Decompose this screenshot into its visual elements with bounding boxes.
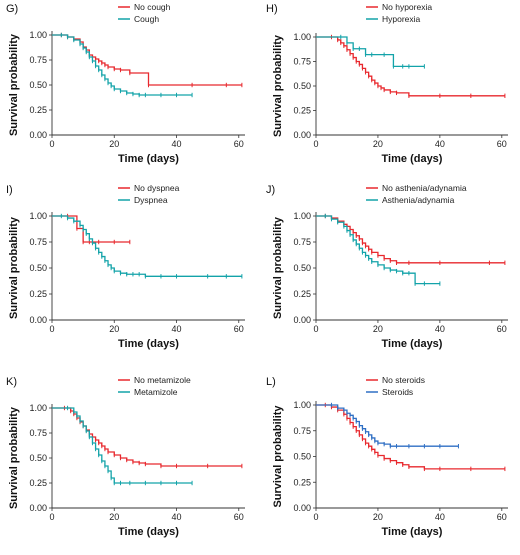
y-tick-label: 0.00	[293, 315, 311, 325]
survival-curve	[52, 407, 193, 484]
x-tick-label: 20	[109, 324, 119, 334]
survival-curve	[316, 36, 425, 68]
y-tick-label: 1.00	[293, 211, 311, 221]
y-tick-label: 0.00	[29, 130, 47, 140]
legend-label: No cough	[134, 2, 171, 12]
panel-l: L) 0.00 0.25 0.50 0.75 1.00 0 20 40 60 Time (days)…	[266, 375, 508, 538]
x-tick-label: 60	[497, 512, 507, 522]
panel-k: K) 0.00 0.25 0.50 0.75 1.00 0 20 40 60 Time (days)…	[6, 375, 245, 538]
survival-curve	[52, 34, 193, 96]
y-tick-label: 0.50	[29, 80, 47, 90]
x-tick-label: 0	[49, 324, 54, 334]
y-tick-label: 1.00	[293, 400, 311, 410]
x-tick-label: 40	[435, 512, 445, 522]
x-tick-label: 60	[234, 324, 244, 334]
y-tick-label: 0.50	[293, 81, 311, 91]
y-tick-label: 0.25	[29, 478, 47, 488]
legend-label: Cough	[134, 14, 159, 24]
x-tick-label: 60	[497, 324, 507, 334]
x-tick-label: 60	[497, 139, 507, 149]
y-tick-label: 1.00	[29, 30, 47, 40]
x-tick-label: 20	[373, 512, 383, 522]
survival-curve	[52, 215, 130, 243]
y-tick-label: 0.75	[293, 426, 311, 436]
x-axis-title: Time (days)	[118, 338, 179, 350]
x-tick-label: 0	[49, 512, 54, 522]
x-tick-label: 0	[313, 324, 318, 334]
survival-curve	[316, 215, 440, 285]
y-tick-label: 0.25	[29, 105, 47, 115]
y-axis-title: Survival probability	[272, 216, 284, 319]
y-tick-label: 0.25	[29, 289, 47, 299]
panel-label: K)	[6, 376, 17, 388]
y-tick-label: 0.00	[293, 130, 311, 140]
x-tick-label: 40	[172, 139, 182, 149]
y-tick-label: 0.75	[29, 55, 47, 65]
y-tick-label: 0.50	[293, 263, 311, 273]
x-tick-label: 20	[109, 139, 119, 149]
legend-label: No dyspnea	[134, 183, 180, 193]
y-tick-label: 0.25	[293, 106, 311, 116]
y-tick-label: 0.75	[29, 237, 47, 247]
y-tick-label: 0.00	[293, 503, 311, 513]
x-tick-label: 20	[373, 139, 383, 149]
legend-label: Metamizole	[134, 387, 178, 397]
x-axis-title: Time (days)	[382, 338, 443, 350]
y-axis-title: Survival probability	[272, 34, 284, 137]
legend-label: No steroids	[382, 375, 425, 385]
legend-label: Asthenia/adynamia	[382, 195, 455, 205]
y-tick-label: 1.00	[29, 403, 47, 413]
x-tick-label: 0	[313, 139, 318, 149]
x-tick-label: 20	[373, 324, 383, 334]
legend-label: Dyspnea	[134, 195, 168, 205]
legend-label: No metamizole	[134, 375, 191, 385]
y-axis-title: Survival probability	[8, 406, 20, 509]
y-tick-label: 0.25	[293, 289, 311, 299]
legend-label: Steroids	[382, 387, 413, 397]
x-axis-title: Time (days)	[382, 153, 443, 165]
x-axis-title: Time (days)	[382, 526, 443, 538]
panel-j: J) 0.00 0.25 0.50 0.75 1.00 0 20 40 60 Time (days)…	[266, 183, 508, 350]
y-axis-title: Survival probability	[8, 216, 20, 319]
panel-label: J)	[266, 184, 275, 196]
x-axis-title: Time (days)	[118, 153, 179, 165]
x-tick-label: 60	[234, 512, 244, 522]
y-tick-label: 0.25	[293, 477, 311, 487]
y-tick-label: 0.50	[29, 263, 47, 273]
y-axis-title: Survival probability	[272, 405, 284, 508]
panel-h: H) 0.00 0.25 0.50 0.75 1.00 0 20 40 60 Time (days)…	[266, 2, 508, 165]
x-tick-label: 60	[234, 139, 244, 149]
panel-label: G)	[6, 3, 18, 15]
legend-label: No hyporexia	[382, 2, 432, 12]
panel-label: L)	[266, 376, 276, 388]
y-tick-label: 1.00	[293, 32, 311, 42]
y-tick-label: 0.00	[29, 503, 47, 513]
x-tick-label: 40	[172, 324, 182, 334]
x-tick-label: 40	[172, 512, 182, 522]
y-tick-label: 1.00	[29, 211, 47, 221]
y-tick-label: 0.50	[293, 452, 311, 462]
x-tick-label: 0	[313, 512, 318, 522]
panel-g: G) 0.00 0.25 0.50 0.75 1.00 0 20 40 60 Time (days)…	[6, 2, 245, 165]
panel-label: I)	[6, 184, 13, 196]
y-tick-label: 0.00	[29, 315, 47, 325]
y-tick-label: 0.75	[29, 428, 47, 438]
y-tick-label: 0.75	[293, 237, 311, 247]
panel-i: I) 0.00 0.25 0.50 0.75 1.00 0 20 40 60 Time (days)…	[6, 183, 245, 350]
legend-label: No asthenia/adynamia	[382, 183, 467, 193]
x-tick-label: 40	[435, 324, 445, 334]
x-axis-title: Time (days)	[118, 526, 179, 538]
y-tick-label: 0.75	[293, 57, 311, 67]
panel-label: H)	[266, 3, 278, 15]
x-tick-label: 40	[435, 139, 445, 149]
legend-label: Hyporexia	[382, 14, 421, 24]
y-axis-title: Survival probability	[8, 33, 20, 136]
x-tick-label: 20	[109, 512, 119, 522]
y-tick-label: 0.50	[29, 453, 47, 463]
x-tick-label: 0	[49, 139, 54, 149]
